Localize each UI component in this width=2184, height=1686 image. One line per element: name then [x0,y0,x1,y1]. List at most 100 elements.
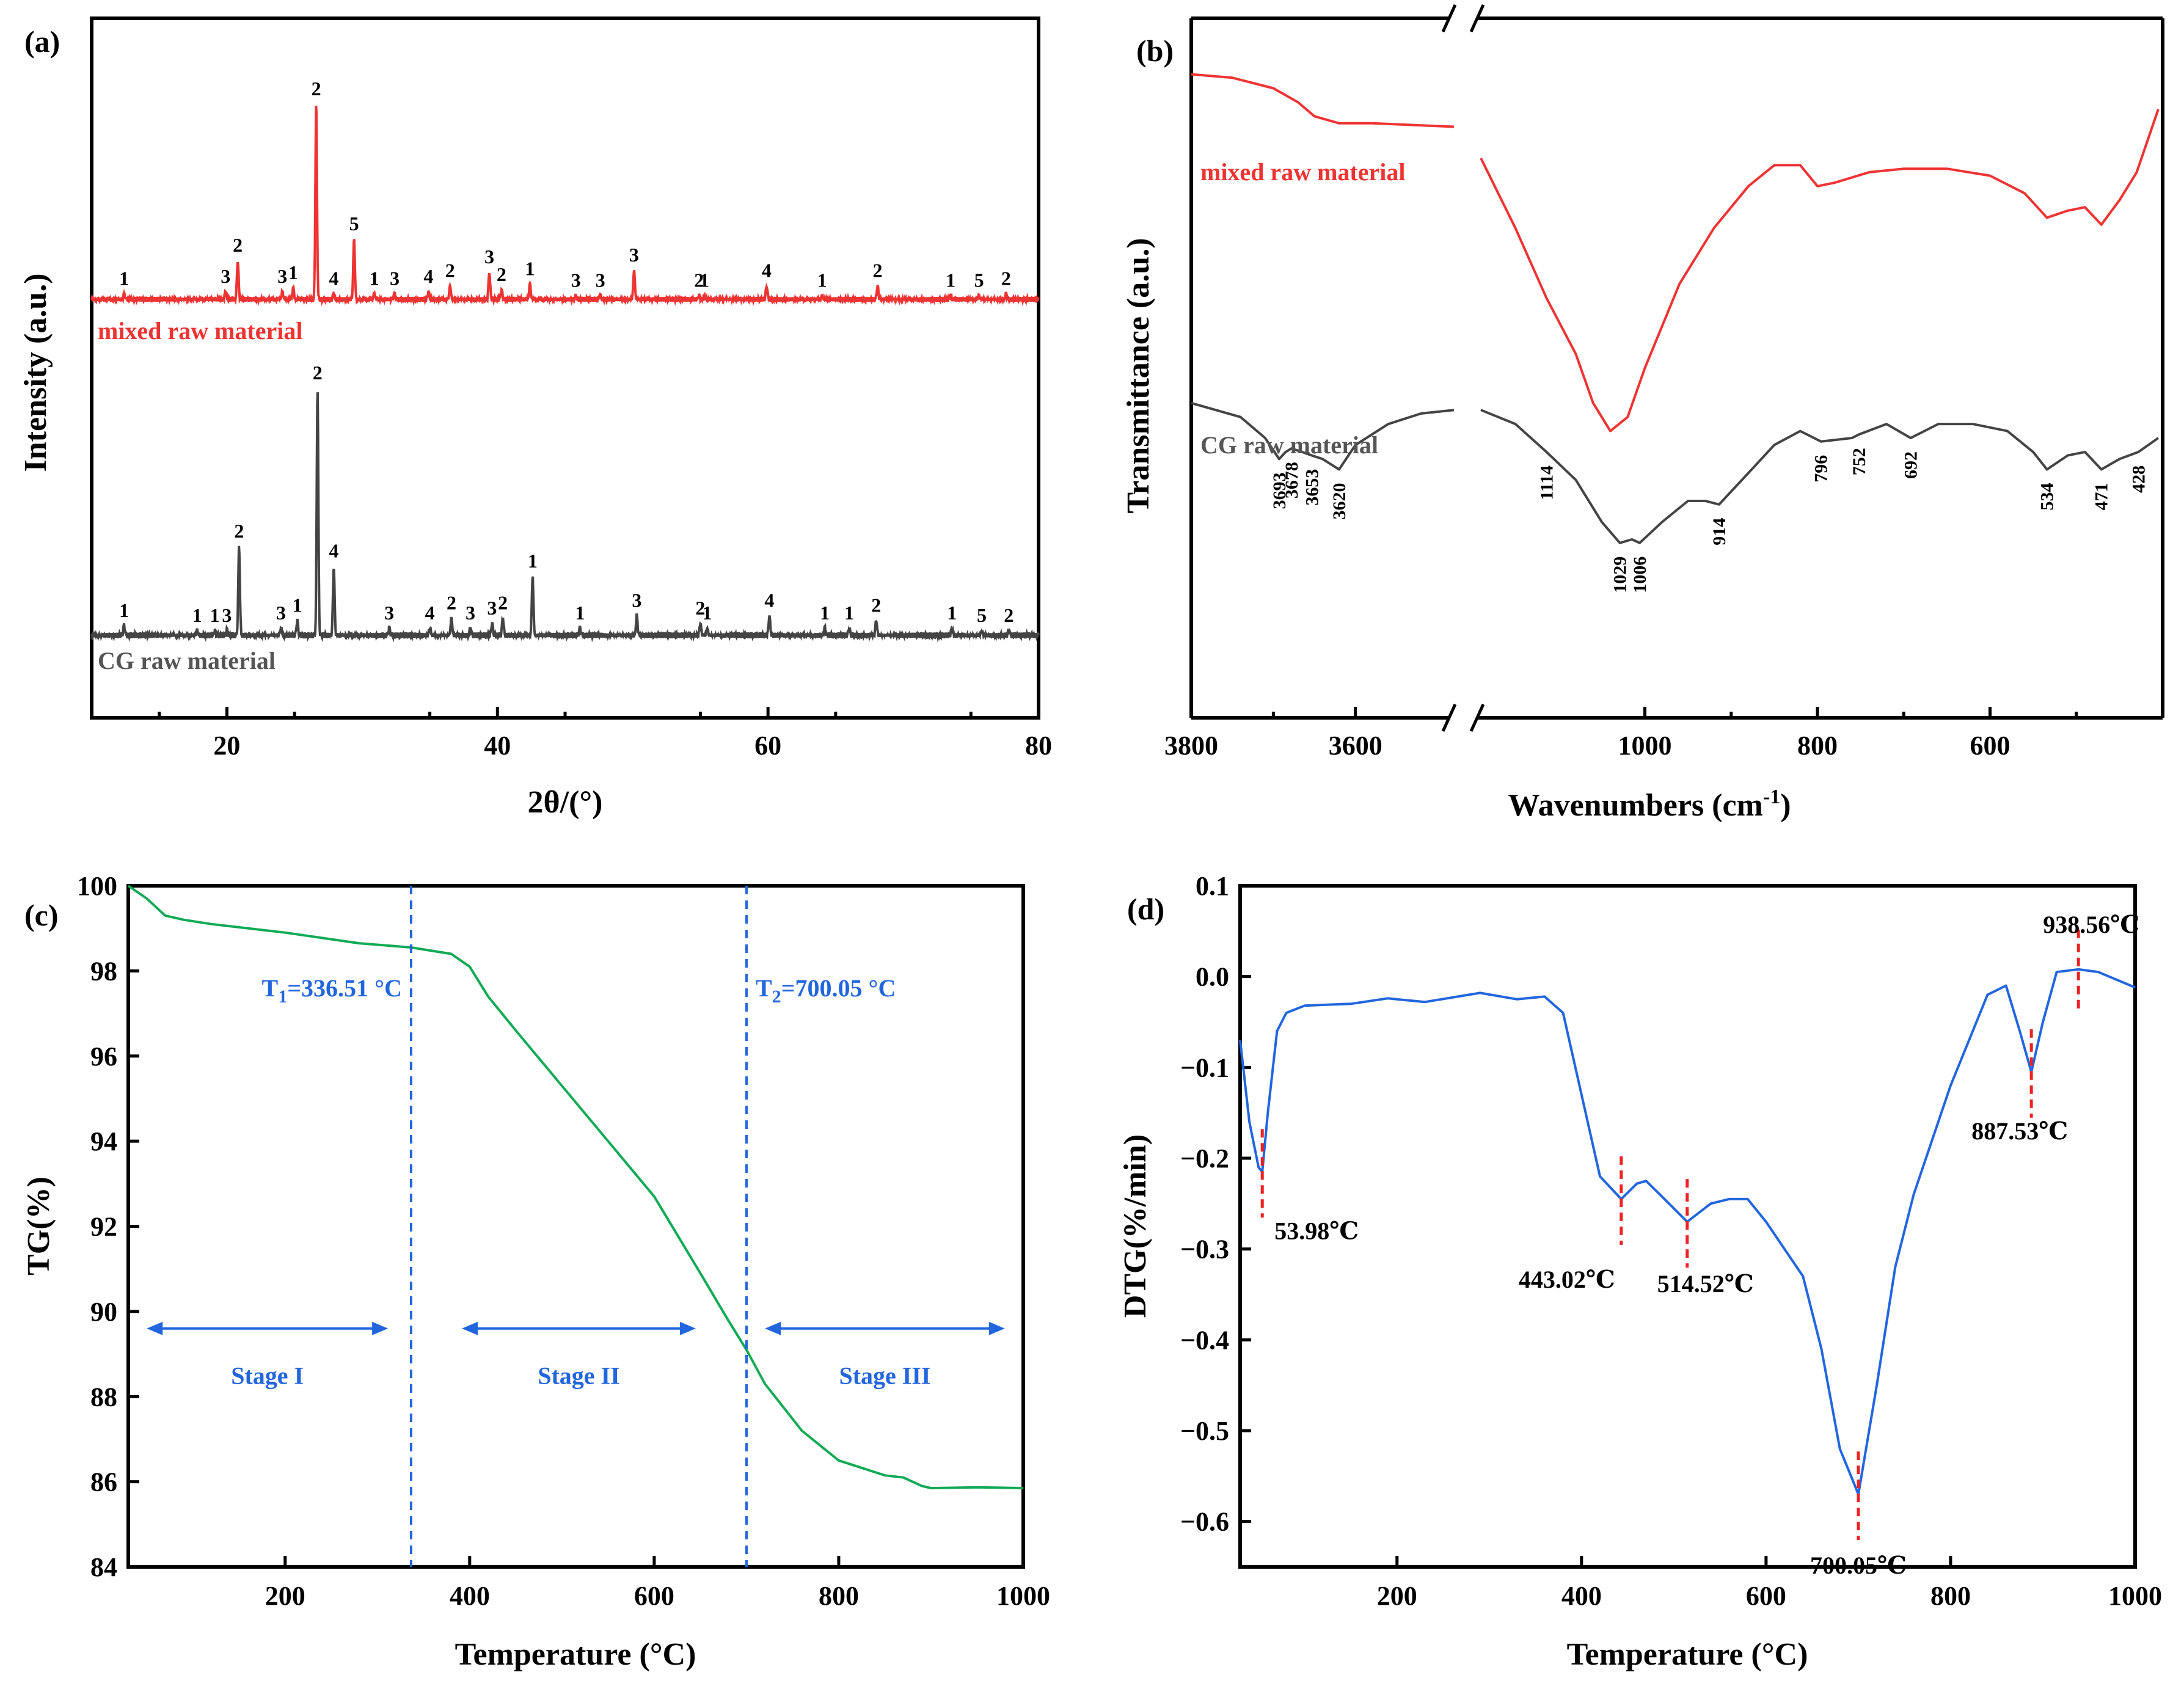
a-peak-label: 2 [873,260,883,282]
d-xtick-label: 200 [1377,1581,1417,1611]
a-peak-label: 1 [210,604,220,626]
a-peak-label: 4 [762,260,772,282]
a-peak-label: 5 [349,213,359,235]
b-peak-label: 796 [1811,455,1832,483]
c-ytick-label: 96 [90,1042,117,1071]
a-peak-label: 1 [119,599,129,621]
a-peak-label: 1 [525,257,535,279]
panel-c-tg: (c) 200 400 600 800 1000 84 86 88 90 92 94 96 98 100 T… [21,871,1050,1672]
b-peak-label: 534 [2037,483,2058,511]
c-ytick-label: 98 [90,956,117,986]
d-xtick-label: 1000 [2108,1581,2162,1611]
d-ytick-label: 0.1 [1196,871,1229,901]
a-peak-label: 3 [487,597,497,619]
a-peak-label: 3 [484,246,494,268]
c-ytick-label: 90 [90,1297,117,1327]
b-peak-label: 3693 [1269,472,1290,509]
a-xtick-label: 20 [213,731,240,761]
b-peak-label: 1114 [1536,465,1557,500]
b-peak-label: 752 [1849,448,1869,475]
c-stage-arrowhead [765,1321,781,1335]
d-ytick-label: −0.4 [1180,1325,1229,1355]
a-peak-label: 3 [596,269,605,291]
a-peak-label: 1 [370,267,379,289]
a-peak-label: 4 [423,265,433,287]
b-xtick-label: 3800 [1164,731,1218,761]
c-stage-label: Stage II [538,1362,619,1389]
a-peak-label: 3 [276,602,286,624]
c-xtick-label: 800 [819,1581,859,1611]
panel-b-legend-mixed: mixed raw material [1200,158,1405,186]
d-peak-annotation: 514.52℃ [1657,1270,1754,1297]
a-peak-label: 1 [699,269,709,291]
panel-b-ylabel: Transmittance (a.u.) [1121,238,1156,513]
a-peak-label: 4 [329,540,338,562]
a-peak-label: 2 [871,594,881,616]
c-stage-arrowhead [988,1321,1005,1335]
b-peak-label: 471 [2092,483,2112,511]
b-xtick-label: 3600 [1329,731,1382,761]
a-peak-label: 1 [293,594,302,616]
c-xtick-label: 200 [265,1581,305,1611]
panel-a-xlabel: 2θ/(°) [527,785,602,820]
panel-a-frame [90,16,1040,720]
a-peak-label: 1 [703,602,712,624]
b-peak-label: 1006 [1630,557,1650,593]
b-series-mixed-seg2 [1480,109,2160,432]
c-ytick-label: 84 [90,1552,117,1582]
c-stage-label: Stage III [839,1362,930,1389]
a-peak-label: 4 [329,267,338,289]
a-peak-label: 2 [497,263,506,285]
panel-d-dtg: (d) 200 400 600 800 1000 0.1 0.0 −0.1 −0.2 −0.3 −0… [1118,871,2162,1672]
a-peak-label: 1 [817,269,827,291]
panel-c-label: (c) [24,898,59,932]
a-peak-label: 3 [222,604,232,626]
c-ytick-label: 88 [90,1382,117,1412]
a-xtick-label: 40 [484,731,511,761]
c-xtick-label: 400 [450,1581,490,1611]
a-peak-label: 1 [528,550,538,572]
b-series-mixed-seg1 [1191,73,1455,128]
a-peak-label: 1 [820,602,830,624]
panel-c-xlabel: Temperature (°C) [455,1637,696,1672]
a-peak-label: 1 [946,269,955,291]
c-ytick-label: 86 [90,1467,117,1497]
a-peak-label: 5 [977,604,987,626]
a-peak-label: 2 [1004,604,1013,626]
b-peak-label: 3678 [1282,462,1302,498]
c-stage-arrowhead [372,1321,389,1335]
b-break-mark [1469,703,1485,732]
b-peak-label: 3653 [1302,469,1323,506]
a-peak-label: 1 [119,267,129,289]
d-ytick-label: −0.2 [1180,1144,1229,1173]
b-series-cg-seg2 [1480,409,2160,544]
panel-b-legend-cg: CG raw material [1200,431,1378,459]
a-xtick-label: 60 [754,731,781,761]
panel-b-xlabel: Wavenumbers (cm-1) [1508,786,1791,823]
panel-d-ylabel: DTG(%/min) [1118,1134,1153,1318]
c-ytick-label: 94 [90,1126,117,1156]
a-peak-label: 3 [466,602,475,624]
b-peak-label: 428 [2128,465,2149,493]
c-stage-arrowhead [147,1321,163,1335]
a-peak-label: 2 [233,234,243,256]
c-ytick-label: 100 [77,871,117,901]
a-peak-label: 2 [1001,267,1011,289]
a-peak-label: 4 [764,589,774,611]
a-peak-label: 2 [234,520,244,542]
panel-b-frame [1189,4,2164,732]
a-peak-label: 2 [313,362,323,384]
a-xtick-label: 80 [1025,731,1052,761]
c-t2-label: T2=700.05 °C [756,974,896,1007]
a-peak-label: 3 [629,244,639,266]
a-peak-label: 2 [445,260,455,282]
a-peak-label: 2 [695,597,705,619]
a-peak-label: 3 [221,265,230,287]
b-peak-label: 3620 [1329,483,1349,520]
d-ytick-label: −0.3 [1180,1235,1229,1264]
d-peak-annotation: 53.98℃ [1274,1217,1359,1244]
b-peak-label: 914 [1709,518,1729,546]
